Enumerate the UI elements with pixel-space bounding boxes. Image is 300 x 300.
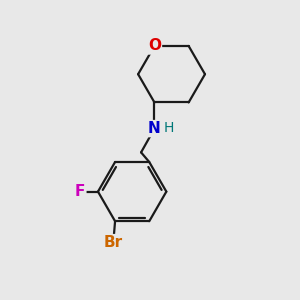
Text: F: F <box>75 184 85 199</box>
Text: O: O <box>148 38 161 53</box>
Text: N: N <box>148 121 161 136</box>
Text: H: H <box>164 121 174 135</box>
Text: Br: Br <box>104 235 123 250</box>
